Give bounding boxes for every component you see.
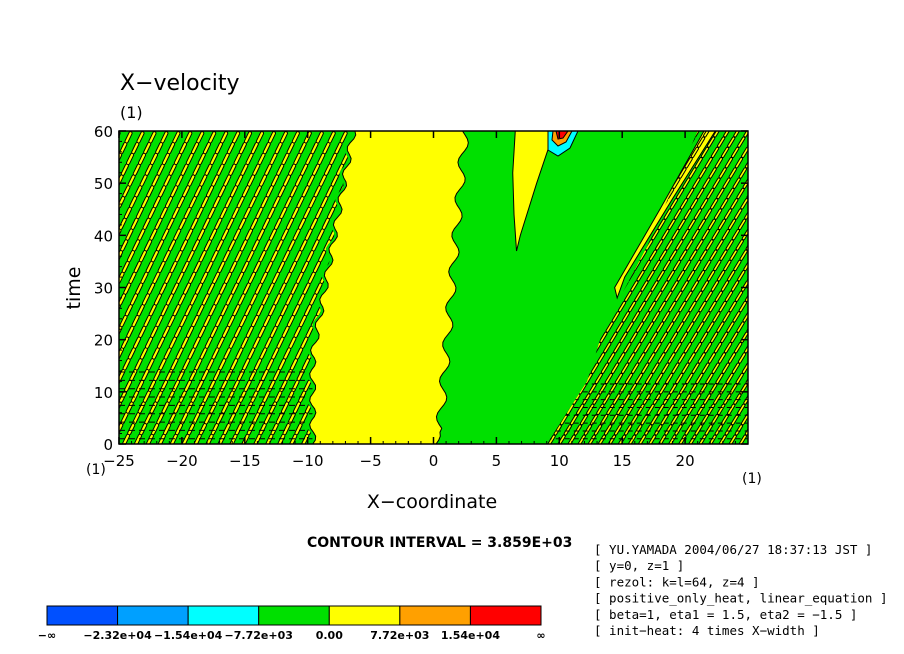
stripe xyxy=(0,131,60,444)
x-axis: −25 −20 −15 −10 −5 0 5 10 15 20 xyxy=(103,131,736,470)
stripe xyxy=(182,131,336,444)
x-tick-label: −20 xyxy=(166,452,198,470)
chart-title: X−velocity xyxy=(120,71,240,96)
stripe xyxy=(119,131,193,444)
stripe xyxy=(119,131,157,444)
stripe xyxy=(158,131,312,444)
colorbar-label: −1.54e+04 xyxy=(154,629,223,642)
info-line: [ positive_only_heat, linear_equation ] xyxy=(594,591,888,606)
stripe xyxy=(170,131,324,444)
x-tick-label: 20 xyxy=(676,452,695,470)
stripe xyxy=(230,131,353,444)
colorbar-swatch xyxy=(328,605,401,626)
stripe-outline xyxy=(0,131,60,444)
y-tick-label: 10 xyxy=(94,384,113,402)
x-tick-label: 5 xyxy=(492,452,502,470)
y-axis: 0 10 20 30 40 50 60 xyxy=(94,123,748,454)
colorbar-swatch xyxy=(117,605,189,626)
colorbar-label: −2.32e+04 xyxy=(83,629,152,642)
stripe xyxy=(0,131,48,444)
colorbar-label: −7.72e+03 xyxy=(225,629,293,642)
colorbar-swatch xyxy=(258,605,330,626)
x-tick-label: 0 xyxy=(429,452,439,470)
stripe xyxy=(0,131,72,444)
stripe xyxy=(0,131,12,444)
chart-subtitle: (1) xyxy=(120,103,143,122)
stripe xyxy=(206,131,353,444)
stripe xyxy=(0,131,24,444)
stripe-outline xyxy=(0,131,48,444)
stripe xyxy=(119,131,265,444)
stripe xyxy=(242,131,353,444)
colorbar-swatch xyxy=(187,605,260,626)
colorbar-label: 7.72e+03 xyxy=(370,629,429,642)
stripe xyxy=(119,131,169,444)
stripe-outline xyxy=(0,131,24,444)
colorbar-labels: −∞ −2.32e+04 −1.54e+04 −7.72e+03 0.00 7.72e+0… xyxy=(38,629,546,642)
y-tick-label: 50 xyxy=(94,175,113,193)
stripe xyxy=(628,131,748,444)
info-line: [ YU.YAMADA 2004/06/27 18:37:13 JST ] xyxy=(594,542,872,557)
stripe xyxy=(146,131,300,444)
colorbar-label: 0.00 xyxy=(316,629,343,642)
x-tick-label: 15 xyxy=(613,452,632,470)
stripe xyxy=(0,131,36,444)
stripe xyxy=(122,131,277,444)
info-box: [ YU.YAMADA 2004/06/27 18:37:13 JST ][ y… xyxy=(594,542,888,638)
y-tick-label: 20 xyxy=(94,332,113,350)
x-tick-label: −15 xyxy=(229,452,261,470)
colorbar-swatch xyxy=(399,605,471,626)
colorbar xyxy=(46,605,542,626)
stripe xyxy=(548,131,739,444)
central-positive-band xyxy=(309,131,469,444)
x-unit-left: (1) xyxy=(86,462,106,478)
stripe xyxy=(739,131,748,444)
stripe xyxy=(119,131,217,444)
stripe-outline xyxy=(728,131,748,444)
stripe xyxy=(134,131,289,444)
stripe xyxy=(119,131,205,444)
stripe-outline xyxy=(0,131,36,444)
x-tick-label: 10 xyxy=(550,452,569,470)
stripe-outline xyxy=(0,131,12,444)
colorbar-label: ∞ xyxy=(536,629,545,642)
stripe-outline xyxy=(738,131,748,444)
colorbar-swatch xyxy=(469,605,542,626)
info-line: [ y=0, z=1 ] xyxy=(594,558,684,573)
y-tick-label: 60 xyxy=(94,123,113,141)
info-line: [ init−heat: 4 times X−width ] xyxy=(594,623,820,638)
stripe-outline xyxy=(0,131,108,444)
right-positive-streak xyxy=(614,131,716,300)
info-line: [ beta=1, eta1 = 1.5, eta2 = −1.5 ] xyxy=(594,607,857,622)
colorbar-swatch xyxy=(46,605,119,626)
stripe xyxy=(119,131,181,444)
stripe xyxy=(729,131,748,444)
stripe xyxy=(119,131,241,444)
top-extreme-spot xyxy=(547,131,579,157)
y-tick-label: 40 xyxy=(94,227,113,245)
x-tick-label: −10 xyxy=(292,452,324,470)
x-tick-label: −5 xyxy=(360,452,382,470)
info-line: [ rezol: k=l=64, z=4 ] xyxy=(594,574,760,589)
stripe xyxy=(278,131,353,444)
y-tick-label: 0 xyxy=(103,436,113,454)
y-tick-label: 30 xyxy=(94,280,113,298)
stripe xyxy=(0,131,108,444)
stripe xyxy=(194,131,348,444)
plot-area xyxy=(0,131,748,444)
x-tick-label: −25 xyxy=(103,452,135,470)
stripe xyxy=(558,131,748,444)
stripe xyxy=(618,131,748,444)
stripe-outline xyxy=(0,131,72,444)
colorbar-label: −∞ xyxy=(38,629,56,642)
stripe xyxy=(119,131,229,444)
y-axis-label: time xyxy=(63,267,85,310)
contour-interval-label: CONTOUR INTERVAL = 3.859E+03 xyxy=(307,535,572,551)
x-unit-right: (1) xyxy=(742,471,762,487)
upper-positive-wedge xyxy=(512,131,555,252)
x-axis-label: X−coordinate xyxy=(367,491,497,513)
stripe xyxy=(639,131,748,444)
colorbar-label: 1.54e+04 xyxy=(441,629,500,642)
